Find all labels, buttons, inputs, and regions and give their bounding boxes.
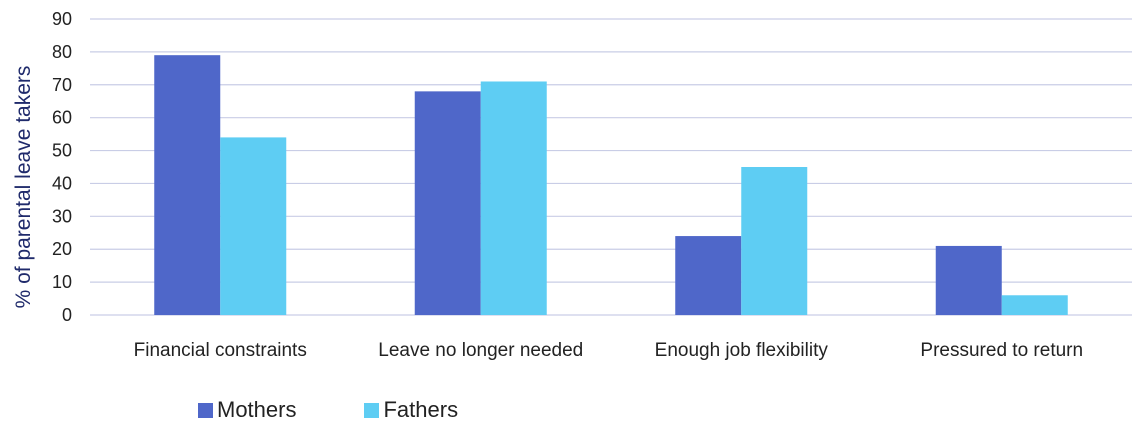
y-tick-label: 80 [52,42,72,62]
legend-swatch [364,402,380,418]
bar-mothers [154,55,221,316]
bar-mothers [675,236,742,315]
y-tick-label: 60 [52,108,72,128]
bar-fathers [741,167,808,315]
bar-fathers [480,81,547,315]
bar-fathers [1001,295,1068,315]
x-axis-categories: Financial constraints Leave no longer nee… [134,340,1083,361]
x-category-label: Pressured to return [920,340,1083,361]
x-category-label: Financial constraints [134,340,307,361]
y-tick-label: 30 [52,206,72,226]
legend-item-fathers: Fathers [364,397,458,423]
x-category-label: Enough job flexibility [655,340,829,361]
x-category-label: Leave no longer needed [378,340,583,361]
legend: Mothers Fathers [198,397,503,423]
y-tick-label: 90 [52,9,72,29]
legend-swatch [198,402,213,418]
y-axis-ticks: 0 10 20 30 40 50 60 70 80 90 [52,9,72,325]
bar-fathers [220,137,287,315]
y-tick-label: 70 [52,75,72,95]
legend-label: Fathers [383,397,459,422]
bar-mothers [935,245,1002,315]
y-axis-label: % of parental leave takers [12,66,35,309]
y-tick-label: 20 [52,239,72,259]
y-tick-label: 50 [52,141,72,161]
y-tick-label: 40 [52,173,72,193]
bar-mothers [414,91,481,315]
bars [154,55,1068,316]
y-tick-label: 0 [62,305,72,325]
y-tick-label: 10 [52,272,72,292]
legend-label: Mothers [217,397,297,422]
legend-item-mothers: Mothers [198,397,296,423]
